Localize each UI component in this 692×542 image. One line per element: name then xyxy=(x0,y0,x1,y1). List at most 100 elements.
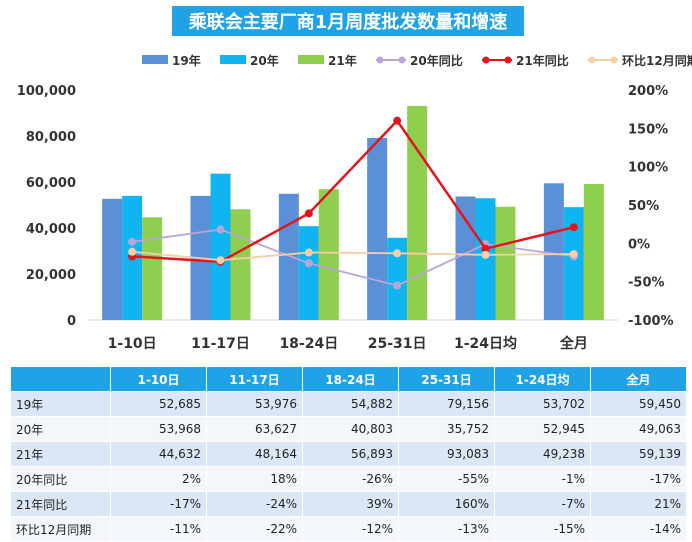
table-cell: -1% xyxy=(494,466,591,492)
bar-21年 xyxy=(407,105,428,320)
table-column-header: 11-17日 xyxy=(206,366,303,392)
table-column-header: 18-24日 xyxy=(302,366,399,392)
table-cell: -11% xyxy=(110,516,207,542)
table-cell: 54,882 xyxy=(302,391,399,417)
table-cell: 63,627 xyxy=(206,416,303,442)
table-cell: 59,139 xyxy=(590,441,687,467)
point-20年同比 xyxy=(216,225,225,234)
point-环比12月同期 xyxy=(569,250,578,259)
legend-marker-环比12月同期 xyxy=(588,56,596,64)
point-21年同比 xyxy=(569,223,578,232)
legend-marker-21年同比 xyxy=(504,56,512,64)
bar-20年 xyxy=(475,198,496,320)
point-环比12月同期 xyxy=(216,256,225,265)
point-环比12月同期 xyxy=(304,248,313,257)
table-column-header: 1-10日 xyxy=(110,366,207,392)
legend-marker-20年同比 xyxy=(398,56,406,64)
legend-marker-21年同比 xyxy=(482,56,490,64)
point-21年同比 xyxy=(393,116,402,125)
table-cell: 2% xyxy=(110,466,207,492)
table-corner-cell xyxy=(10,366,111,392)
table-cell: -24% xyxy=(206,491,303,517)
point-环比12月同期 xyxy=(128,247,137,256)
y-left-tick-label: 100,000 xyxy=(17,84,76,99)
table-row-label: 19年 xyxy=(10,391,111,417)
table-cell: 93,083 xyxy=(398,441,495,467)
table-row: 环比12月同期 -11% -22% -12% -13% -15% -14% xyxy=(10,516,687,542)
table-row: 21年 44,632 48,164 56,893 93,083 49,238 59,139 xyxy=(10,441,687,467)
table-cell: 53,702 xyxy=(494,391,591,417)
x-tick-label: 全月 xyxy=(559,335,588,352)
legend-swatch-21年 xyxy=(298,55,324,64)
legend-swatch-19年 xyxy=(142,55,168,64)
table-column-header: 25-31日 xyxy=(398,366,495,392)
legend-swatch-20年 xyxy=(220,55,246,64)
bar-21年 xyxy=(142,217,163,320)
y-left-tick-label: 40,000 xyxy=(26,222,76,237)
table-row-label: 21年同比 xyxy=(10,491,111,517)
point-21年同比 xyxy=(304,209,313,218)
table-cell: 44,632 xyxy=(110,441,207,467)
bar-20年 xyxy=(210,173,231,320)
y-right-tick-label: 200% xyxy=(628,84,668,99)
table-row-label: 环比12月同期 xyxy=(10,516,111,542)
table-cell: 56,893 xyxy=(302,441,399,467)
table-row-label: 21年 xyxy=(10,441,111,467)
x-tick-label: 1-24日均 xyxy=(454,335,517,352)
line-21年同比 xyxy=(132,118,575,264)
table-cell: 160% xyxy=(398,491,495,517)
bar-21年 xyxy=(318,189,339,320)
bar-21年 xyxy=(495,206,516,320)
table-cell: -15% xyxy=(494,516,591,542)
y-right-tick-label: 50% xyxy=(628,199,659,214)
y-left-tick-label: 20,000 xyxy=(26,268,76,283)
x-tick-label: 11-17日 xyxy=(191,336,250,352)
table-cell: 52,685 xyxy=(110,391,207,417)
table-cell: -17% xyxy=(110,491,207,517)
table-cell: 40,803 xyxy=(302,416,399,442)
table-cell: -14% xyxy=(590,516,687,542)
y-right-tick-label: -100% xyxy=(628,314,674,329)
legend-label-环比12月同期: 环比12月同期 xyxy=(622,53,692,68)
bar-19年 xyxy=(102,198,123,320)
bar-19年 xyxy=(455,196,476,320)
table-row: 21年同比 -17% -24% 39% 160% -7% 21% xyxy=(10,491,687,517)
bar-19年 xyxy=(278,193,299,320)
point-20年同比 xyxy=(304,259,313,268)
data-table: 1-10日 11-17日 18-24日 25-31日 1-24日均 全月 19年 52,68… xyxy=(10,366,687,542)
table-cell: -55% xyxy=(398,466,495,492)
x-tick-label: 25-31日 xyxy=(368,336,427,352)
table-column-header: 1-24日均 xyxy=(494,366,591,392)
bar-21年 xyxy=(230,209,251,320)
table-cell: -26% xyxy=(302,466,399,492)
table-row: 20年同比 2% 18% -26% -55% -1% -17% xyxy=(10,466,687,492)
legend-label-19年: 19年 xyxy=(172,53,201,68)
table-row: 20年 53,968 63,627 40,803 35,752 52,945 49,063 xyxy=(10,416,687,442)
chart-title: 乘联会主要厂商1月周度批发数量和增速 xyxy=(172,6,524,36)
legend-marker-20年同比 xyxy=(376,56,384,64)
table-cell: 53,976 xyxy=(206,391,303,417)
table-cell: 18% xyxy=(206,466,303,492)
bar-19年 xyxy=(543,183,564,320)
table-cell: 39% xyxy=(302,491,399,517)
table-row-label: 20年 xyxy=(10,416,111,442)
table-cell: 35,752 xyxy=(398,416,495,442)
point-20年同比 xyxy=(393,281,402,290)
legend-label-20年: 20年 xyxy=(250,53,279,68)
point-20年同比 xyxy=(128,237,137,246)
table-cell: 49,238 xyxy=(494,441,591,467)
table-cell: -7% xyxy=(494,491,591,517)
table-cell: -22% xyxy=(206,516,303,542)
bar-21年 xyxy=(583,183,604,320)
table-cell: 21% xyxy=(590,491,687,517)
y-left-tick-label: 60,000 xyxy=(26,176,76,191)
table-cell: 48,164 xyxy=(206,441,303,467)
table-row-label: 20年同比 xyxy=(10,466,111,492)
table-cell: 79,156 xyxy=(398,391,495,417)
y-right-tick-label: 0% xyxy=(628,237,650,252)
table-cell: 49,063 xyxy=(590,416,687,442)
line-环比12月同期 xyxy=(132,250,574,262)
table-cell: -17% xyxy=(590,466,687,492)
table-cell: -12% xyxy=(302,516,399,542)
bar-19年 xyxy=(367,137,388,320)
